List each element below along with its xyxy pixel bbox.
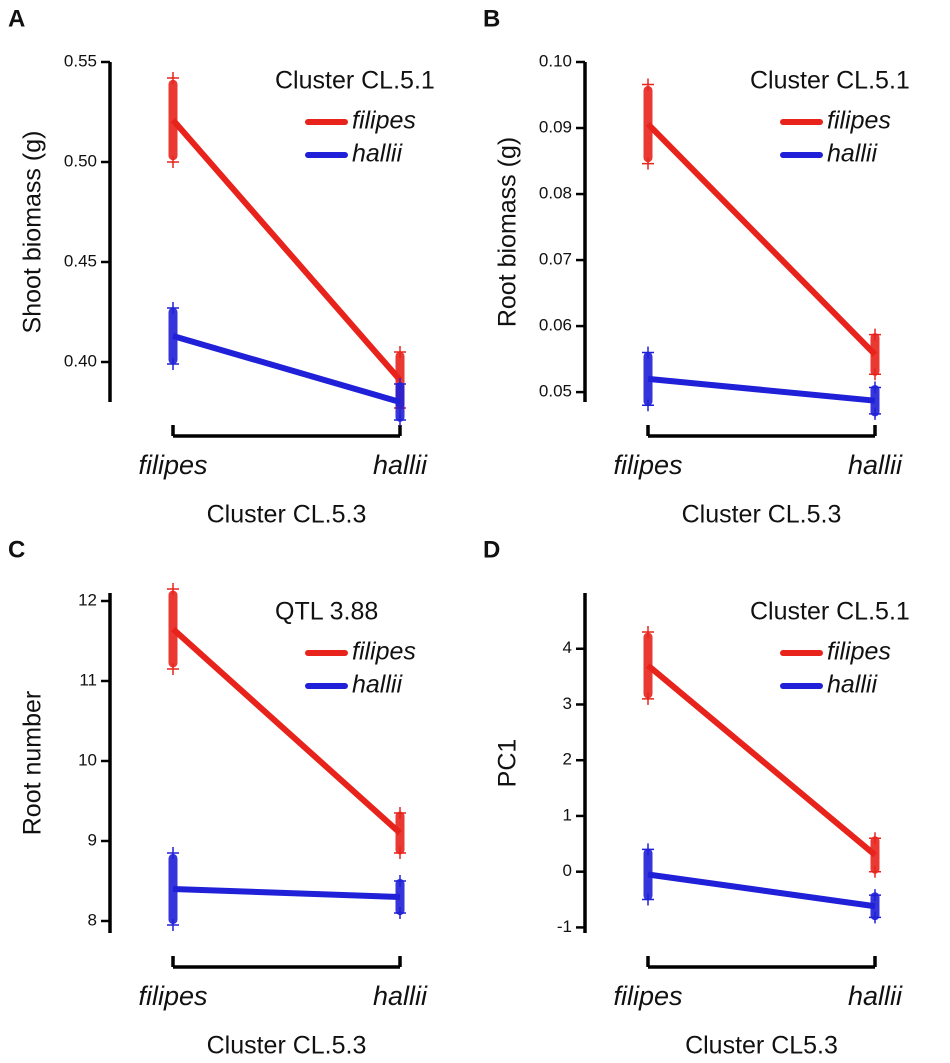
y-axis-label: Root number	[19, 691, 47, 836]
y-tick-label: 0.09	[539, 118, 572, 137]
x-tick-label: filipes	[138, 450, 207, 480]
error-cross	[167, 302, 179, 314]
legend-label: filipes	[352, 638, 416, 666]
y-tick-label: 0.06	[539, 316, 572, 335]
y-tick-label: 10	[78, 750, 97, 769]
panel-label: A	[8, 5, 25, 32]
legend-title: Cluster CL.5.1	[750, 67, 910, 95]
y-axis-label: Shoot biomass (g)	[19, 131, 47, 334]
x-axis-label: Cluster CL.5.3	[207, 501, 367, 529]
x-tick-label: hallii	[373, 981, 428, 1011]
x-tick-label: filipes	[138, 981, 207, 1011]
series-line	[172, 886, 401, 900]
y-tick-label: 0.50	[64, 151, 97, 170]
legend-label: hallii	[352, 671, 403, 699]
legend-label: hallii	[827, 671, 878, 699]
y-axis-label: Root biomass (g)	[494, 137, 522, 327]
x-axis-label: Cluster CL5.3	[685, 1032, 838, 1060]
error-cross	[869, 911, 881, 924]
error-cross	[869, 832, 881, 845]
legend-label: filipes	[827, 638, 891, 666]
legend-label: hallii	[352, 140, 403, 168]
series-line	[647, 375, 876, 404]
error-cross	[642, 843, 654, 856]
y-tick-label: 0.55	[64, 51, 97, 70]
x-axis-label: Cluster CL.5.3	[207, 1032, 367, 1060]
y-tick-label: 0.40	[64, 351, 97, 370]
error-cross	[642, 399, 654, 412]
error-cross	[394, 807, 406, 819]
panel: B 0.05 0.06 0.07 0.08 0.09 0.10 Root biomass (g…	[483, 5, 910, 528]
error-cross	[394, 346, 406, 358]
series-line	[170, 626, 403, 836]
series-line	[647, 871, 876, 910]
legend-title: Cluster CL.5.1	[275, 67, 435, 95]
x-tick-label: filipes	[613, 981, 682, 1011]
legend-label: filipes	[352, 107, 416, 135]
x-tick-label: filipes	[613, 450, 682, 480]
error-cross	[394, 378, 406, 390]
y-tick-label: 9	[88, 830, 97, 849]
y-tick-label: 0.45	[64, 251, 97, 270]
x-axis-label: Cluster CL.5.3	[682, 501, 842, 529]
y-tick-label: 0.08	[539, 184, 572, 203]
y-tick-label: 0.07	[539, 250, 572, 269]
error-cross	[167, 72, 179, 84]
series-line	[172, 333, 401, 405]
error-cross	[642, 893, 654, 906]
y-axis-label: PC1	[494, 739, 522, 788]
legend-label: hallii	[827, 140, 878, 168]
y-tick-label: 0.05	[539, 382, 572, 401]
legend-label: filipes	[827, 107, 891, 135]
error-cross	[167, 156, 179, 168]
error-cross	[869, 381, 881, 394]
legend-title: Cluster CL.5.1	[750, 598, 910, 626]
y-tick-label: 2	[563, 750, 572, 769]
error-cross	[642, 346, 654, 359]
error-cross	[869, 889, 881, 902]
error-cross	[394, 875, 406, 887]
series-line	[646, 663, 877, 858]
x-tick-label: hallii	[373, 450, 428, 480]
y-tick-label: 4	[563, 638, 572, 657]
panel-label: C	[8, 536, 25, 563]
y-tick-label: 1	[563, 805, 572, 824]
y-tick-label: 0.10	[539, 51, 572, 70]
y-tick-label: 11	[79, 670, 97, 689]
y-tick-label: 8	[88, 910, 97, 929]
error-cross	[394, 414, 406, 426]
error-cross	[869, 865, 881, 878]
error-cross	[167, 583, 179, 595]
x-tick-label: hallii	[848, 981, 903, 1011]
series-line	[170, 118, 403, 382]
error-cross	[642, 157, 654, 170]
panel-label: D	[483, 536, 500, 563]
error-cross	[869, 328, 881, 341]
series-line	[645, 121, 878, 357]
error-cross	[642, 692, 654, 705]
error-cross	[167, 358, 179, 370]
panel-label: B	[483, 5, 500, 32]
error-cross	[869, 407, 881, 420]
panel: A 0.40 0.45 0.50 0.55 Shoot biomass (g) filipe…	[8, 5, 435, 528]
error-cross	[642, 626, 654, 639]
y-tick-label: -1	[557, 917, 572, 936]
y-tick-label: 0	[563, 861, 572, 880]
error-cross	[394, 847, 406, 859]
y-tick-label: 3	[563, 694, 572, 713]
error-cross	[167, 919, 179, 931]
y-tick-label: 12	[78, 590, 97, 609]
x-tick-label: hallii	[848, 450, 903, 480]
error-cross	[394, 907, 406, 919]
error-cross	[167, 847, 179, 859]
error-cross	[869, 368, 881, 381]
error-cross	[167, 663, 179, 675]
error-cross	[642, 78, 654, 91]
legend-title: QTL 3.88	[275, 598, 378, 626]
